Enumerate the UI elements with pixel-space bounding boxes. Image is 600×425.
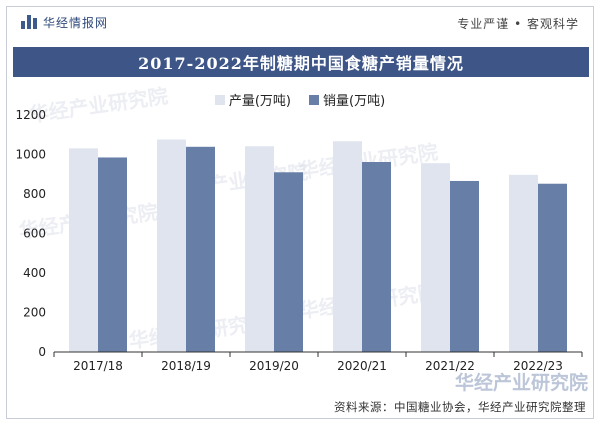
bar-sales bbox=[186, 146, 215, 352]
source-note: 资料来源：中国糖业协会，华经产业研究院整理 bbox=[334, 400, 586, 414]
bar-production bbox=[245, 146, 274, 352]
bar-production bbox=[509, 174, 538, 352]
bar-production bbox=[333, 141, 362, 352]
bar-sales bbox=[98, 157, 127, 352]
x-tick-label: 2017/18 bbox=[73, 359, 123, 373]
watermark-text: 华经产业研究院 bbox=[27, 84, 169, 127]
top-bar: 华经情报网 专业严谨 • 客观科学 bbox=[7, 7, 593, 37]
title-band: 2017-2022年制糖期中国食糖产销量情况 bbox=[13, 47, 589, 77]
bar-sales bbox=[274, 172, 303, 352]
legend-swatch-sales bbox=[309, 94, 319, 105]
legend-label-production: 产量(万吨) bbox=[228, 94, 291, 109]
y-tick-label: 1000 bbox=[15, 148, 46, 162]
brand-name: 华经情报网 bbox=[43, 15, 109, 30]
x-tick-label: 2020/21 bbox=[337, 359, 387, 373]
x-tick-label: 2022/23 bbox=[513, 359, 563, 373]
y-tick-label: 0 bbox=[38, 345, 46, 359]
x-tick-label: 2019/20 bbox=[249, 359, 299, 373]
bar-sales bbox=[362, 162, 391, 352]
bars-layer bbox=[69, 139, 567, 352]
y-tick-label: 800 bbox=[23, 187, 46, 201]
bar-production bbox=[157, 139, 186, 352]
bar-production bbox=[69, 148, 98, 352]
x-tick-label: 2018/19 bbox=[161, 359, 211, 373]
legend-item-production: 产量(万吨) bbox=[214, 90, 291, 109]
bar-sales bbox=[450, 180, 479, 352]
legend-swatch-production bbox=[214, 94, 225, 105]
legend: 产量(万吨) 销量(万吨) bbox=[7, 90, 593, 109]
slogan: 专业严谨 • 客观科学 bbox=[457, 17, 579, 31]
axes-layer: 0 200 400 600 800 1000 1200 2017/18 2018/19 2019/… bbox=[15, 108, 583, 373]
brand: 华经情报网 bbox=[21, 14, 108, 30]
watermark-logo: 华经产业研究院 bbox=[454, 372, 588, 394]
chart-title: 2017-2022年制糖期中国食糖产销量情况 bbox=[138, 54, 464, 73]
bar-production bbox=[421, 163, 450, 352]
y-tick-label: 600 bbox=[23, 227, 46, 241]
legend-item-sales: 销量(万吨) bbox=[309, 90, 385, 109]
legend-label-sales: 销量(万吨) bbox=[323, 94, 386, 109]
bar-sales bbox=[538, 183, 567, 352]
y-tick-label: 200 bbox=[23, 306, 46, 320]
brand-logo-icon bbox=[21, 15, 37, 29]
y-tick-label: 400 bbox=[23, 266, 46, 280]
y-tick-label: 1200 bbox=[15, 108, 46, 122]
x-tick-label: 2021/22 bbox=[425, 359, 475, 373]
